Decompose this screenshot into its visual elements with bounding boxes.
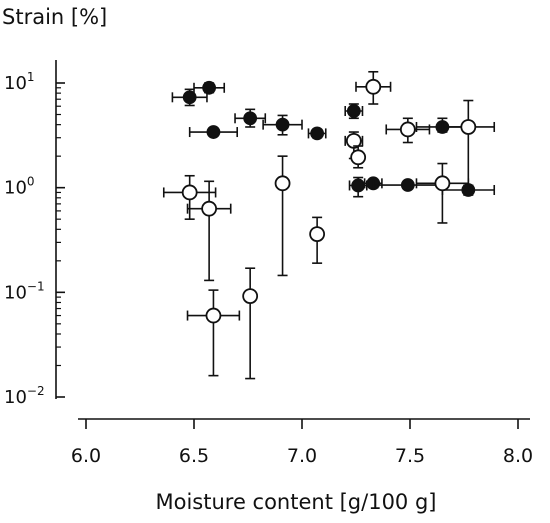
- open-marker: [242, 288, 259, 305]
- open-data-point: [309, 216, 326, 264]
- open-marker: [460, 119, 477, 135]
- filled-marker: [400, 178, 415, 192]
- axes: [55, 60, 530, 420]
- filled-marker: [206, 125, 221, 139]
- x-axis-label: Moisture content [g/100 g]: [155, 490, 436, 514]
- open-data-point: [186, 289, 241, 377]
- y-tick-label: 101: [4, 70, 35, 94]
- x-tick-label: 8.0: [503, 445, 533, 467]
- filled-data-point: [234, 108, 267, 128]
- open-data-point: [350, 145, 367, 169]
- open-data-point: [162, 174, 217, 220]
- filled-data-point: [193, 80, 226, 95]
- filled-data-point: [372, 178, 444, 192]
- filled-marker: [202, 80, 217, 95]
- y-tick-label: 10−2: [4, 384, 45, 408]
- tick-marks: [56, 82, 519, 429]
- filled-data-point: [188, 125, 238, 139]
- open-marker: [205, 307, 222, 324]
- x-tick-label: 6.5: [179, 445, 209, 467]
- y-tick-label: 10−1: [4, 279, 45, 303]
- open-data-point: [355, 70, 392, 105]
- open-data-point: [186, 180, 232, 282]
- open-data-point: [415, 162, 470, 224]
- open-marker: [434, 175, 451, 192]
- open-marker: [399, 121, 416, 138]
- filled-marker: [182, 90, 197, 105]
- open-data-point: [385, 117, 431, 144]
- filled-marker: [243, 111, 258, 126]
- open-data-point: [274, 155, 291, 277]
- x-tick-label: 6.0: [71, 445, 101, 467]
- filled-data-point: [262, 114, 303, 136]
- y-tick-label: 100: [4, 175, 35, 199]
- filled-data-point: [344, 103, 364, 120]
- open-data-point: [441, 99, 496, 187]
- open-marker: [274, 175, 291, 192]
- x-tick-label: 7.5: [395, 445, 425, 467]
- y-axis-label: Strain [%]: [2, 5, 107, 29]
- tick-labels: 6.0 6.5 7.0 7.5 8.0 101 100 10−1 10−2: [4, 70, 533, 467]
- open-marker: [365, 78, 382, 95]
- open-data-point: [344, 131, 364, 160]
- filled-data-point: [307, 126, 327, 141]
- open-marker: [181, 184, 198, 201]
- x-tick-label: 7.0: [287, 445, 317, 467]
- filled-marker: [351, 178, 366, 193]
- filled-marker: [275, 117, 290, 132]
- filled-data-point: [171, 88, 208, 107]
- open-marker: [309, 226, 326, 243]
- open-data-point: [242, 267, 259, 380]
- open-marker: [350, 149, 367, 166]
- data-marks: [162, 70, 496, 380]
- open-marker: [345, 132, 362, 149]
- filled-marker: [346, 104, 361, 118]
- filled-marker: [310, 126, 325, 141]
- open-marker: [201, 200, 218, 217]
